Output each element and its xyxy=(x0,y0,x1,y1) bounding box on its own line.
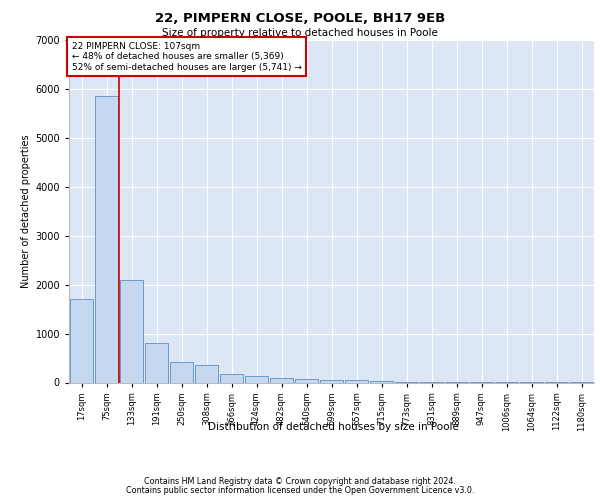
Bar xyxy=(170,362,193,382)
Text: Contains HM Land Registry data © Crown copyright and database right 2024.: Contains HM Land Registry data © Crown c… xyxy=(144,477,456,486)
Bar xyxy=(370,381,393,382)
Text: 22, PIMPERN CLOSE, POOLE, BH17 9EB: 22, PIMPERN CLOSE, POOLE, BH17 9EB xyxy=(155,12,445,26)
Bar xyxy=(320,380,343,382)
Bar xyxy=(295,379,318,382)
Y-axis label: Number of detached properties: Number of detached properties xyxy=(21,134,31,288)
Bar xyxy=(345,380,368,382)
Text: Distribution of detached houses by size in Poole: Distribution of detached houses by size … xyxy=(208,422,458,432)
Bar xyxy=(145,344,168,382)
Bar xyxy=(95,96,118,383)
Bar xyxy=(245,376,268,382)
Bar xyxy=(270,378,293,382)
Text: 22 PIMPERN CLOSE: 107sqm
← 48% of detached houses are smaller (5,369)
52% of sem: 22 PIMPERN CLOSE: 107sqm ← 48% of detach… xyxy=(71,42,302,72)
Text: Contains public sector information licensed under the Open Government Licence v3: Contains public sector information licen… xyxy=(126,486,474,495)
Text: Size of property relative to detached houses in Poole: Size of property relative to detached ho… xyxy=(162,28,438,38)
Bar xyxy=(70,300,93,382)
Bar xyxy=(120,280,143,382)
Bar xyxy=(220,374,243,382)
Bar xyxy=(195,366,218,382)
